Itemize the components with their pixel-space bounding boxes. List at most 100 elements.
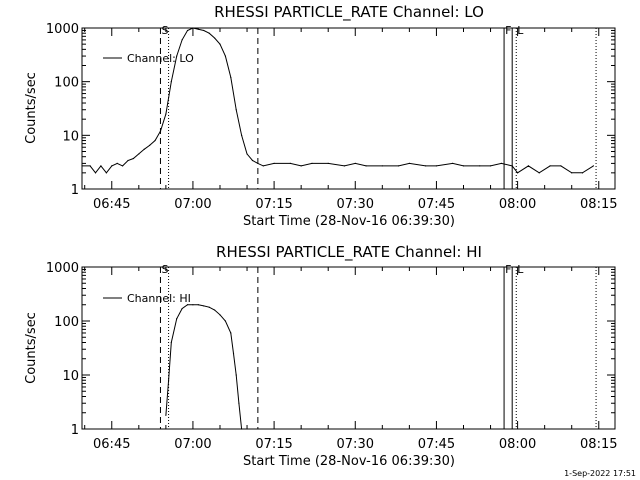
data-point [311, 162, 313, 164]
data-point [105, 172, 107, 174]
data-point [289, 162, 291, 164]
x-tick-label: 07:30 [337, 437, 374, 452]
x-tick-label: 07:15 [255, 437, 292, 452]
x-tick-label: 08:00 [499, 437, 536, 452]
x-tick-label: 07:45 [418, 437, 455, 452]
chart-title-hi: RHESSI PARTICLE_RATE Channel: HI [216, 243, 482, 262]
event-marker-label: S [161, 263, 168, 276]
data-point [452, 162, 454, 164]
data-point [165, 414, 167, 416]
data-point [527, 165, 530, 167]
x-tick-label: 08:00 [499, 197, 536, 212]
y-tick-label: 10 [62, 369, 79, 384]
data-point [479, 165, 481, 167]
data-point [159, 130, 162, 132]
x-tick-label: 08:15 [580, 197, 617, 212]
data-point [381, 165, 383, 167]
data-point [127, 159, 129, 162]
y-tick-label: 1 [71, 183, 79, 198]
data-point [257, 162, 259, 164]
data-point [186, 304, 189, 306]
data-point [560, 165, 562, 167]
legend-label-lo: Channel: LO [127, 52, 194, 65]
y-axis-label-hi: Counts/sec [24, 312, 39, 384]
data-point [116, 162, 118, 164]
data-point [181, 39, 183, 41]
data-point [224, 55, 226, 57]
data-point [354, 162, 356, 164]
legend-label-hi: Channel: HI [127, 292, 191, 305]
series-group-lo [81, 27, 594, 174]
data-point [138, 153, 140, 155]
data-point [516, 172, 519, 174]
x-tick-label: 08:15 [580, 437, 617, 452]
data-point [230, 332, 232, 334]
data-point [300, 165, 302, 167]
data-point [219, 314, 221, 316]
data-point [213, 37, 216, 39]
data-point [111, 165, 113, 167]
data-point [170, 341, 172, 344]
y-tick-label: 1 [71, 423, 79, 438]
generation-timestamp: 1-Sep-2022 17:51 [564, 469, 636, 478]
data-point [89, 165, 91, 167]
y-tick-label: 1000 [46, 22, 79, 37]
data-point [571, 172, 573, 174]
data-point [181, 307, 183, 310]
data-point [246, 153, 248, 155]
data-point [230, 76, 232, 79]
data-point [213, 309, 216, 311]
data-point [549, 165, 551, 167]
data-point [176, 55, 178, 57]
y-tick-label: 1000 [46, 261, 79, 276]
data-point [192, 304, 194, 306]
data-point [170, 81, 172, 83]
data-point [241, 428, 243, 430]
x-tick-label: 06:45 [93, 197, 130, 212]
data-point [251, 159, 254, 162]
data-point [408, 162, 410, 164]
data-point [208, 32, 210, 34]
data-point [203, 29, 205, 32]
series-group-hi [165, 304, 243, 430]
y-tick-label: 10 [62, 129, 79, 144]
data-point [192, 27, 194, 29]
data-point [186, 29, 189, 32]
plot-frame-lo [81, 27, 616, 190]
panel-hi: RHESSI PARTICLE_RATE Channel: HI Start T… [24, 243, 618, 469]
x-axis-label-lo: Start Time (28-Nov-16 06:39:30) [243, 214, 455, 229]
y-tick-label: 100 [54, 76, 79, 91]
data-point [365, 165, 367, 167]
data-point [592, 165, 594, 167]
x-tick-label: 07:30 [337, 197, 374, 212]
data-point [94, 172, 97, 174]
data-point [235, 374, 237, 376]
y-axis-label-lo: Counts/sec [24, 72, 39, 144]
x-tick-label: 06:45 [93, 437, 130, 452]
event-marker-label: S [161, 24, 168, 37]
data-point [435, 165, 438, 167]
data-point [100, 165, 102, 167]
panel-lo: RHESSI PARTICLE_RATE Channel: LO Start T… [24, 3, 618, 229]
data-point [262, 165, 264, 167]
data-point [397, 165, 400, 167]
data-point [489, 165, 492, 167]
data-point [149, 144, 151, 146]
data-point [208, 306, 210, 308]
data-point [241, 134, 243, 136]
axis-ticks-lo: 06:45 07:00 07:15 07:30 07:45 08:00 08:15 1 10 10… [46, 22, 618, 212]
data-point [238, 402, 240, 404]
x-tick-label: 07:15 [255, 197, 292, 212]
series-line-hi [165, 304, 243, 430]
data-point [343, 165, 346, 167]
event-marker-label: F [505, 263, 511, 276]
data-point [581, 172, 584, 174]
data-point [273, 162, 275, 164]
event-marker-label: L [517, 24, 524, 37]
data-point [167, 379, 170, 381]
event-marker-label: F [505, 24, 511, 37]
chart-title-lo: RHESSI PARTICLE_RATE Channel: LO [214, 3, 484, 22]
